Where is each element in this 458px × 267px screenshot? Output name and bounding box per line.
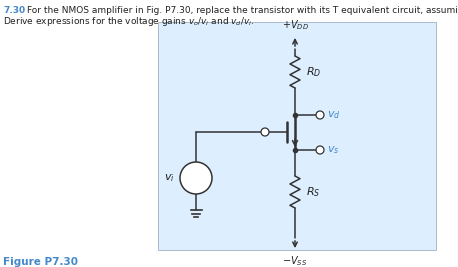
Circle shape [180, 162, 212, 194]
Text: +: + [192, 168, 202, 178]
Circle shape [261, 128, 269, 136]
Text: $R_S$: $R_S$ [306, 185, 321, 199]
Text: $-V_{SS}$: $-V_{SS}$ [283, 254, 308, 267]
Text: For the NMOS amplifier in Fig. P7.30, replace the transistor with its T equivale: For the NMOS amplifier in Fig. P7.30, re… [27, 6, 458, 15]
Text: Derive expressions for the voltage gains $v_o/v_i$ and $v_d/v_i$.: Derive expressions for the voltage gains… [3, 15, 254, 28]
Circle shape [316, 146, 324, 154]
FancyBboxPatch shape [158, 22, 436, 250]
Text: −: − [192, 178, 202, 190]
Text: $+V_{DD}$: $+V_{DD}$ [282, 18, 309, 32]
Text: $R_D$: $R_D$ [306, 65, 322, 79]
Text: 7.30: 7.30 [3, 6, 25, 15]
Text: Figure P7.30: Figure P7.30 [3, 257, 78, 267]
Text: $v_i$: $v_i$ [164, 172, 175, 184]
Text: $v_d$: $v_d$ [327, 109, 341, 121]
Text: $v_s$: $v_s$ [327, 144, 339, 156]
Circle shape [316, 111, 324, 119]
